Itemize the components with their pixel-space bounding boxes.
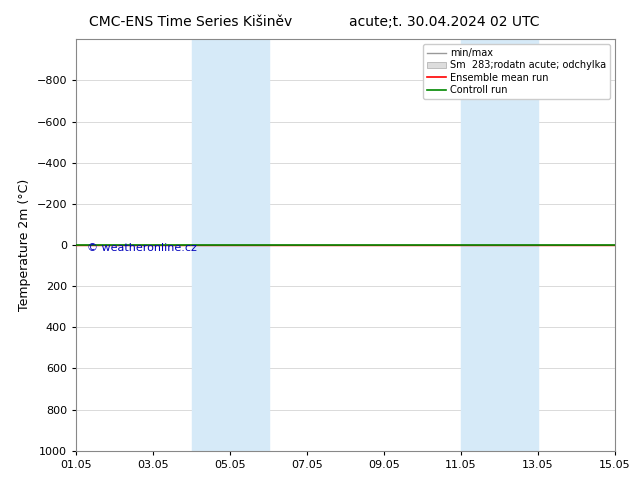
Y-axis label: Temperature 2m (°C): Temperature 2m (°C): [18, 179, 31, 311]
Text: © weatheronline.cz: © weatheronline.cz: [87, 243, 197, 253]
Bar: [191, 39, 269, 451]
Bar: [461, 39, 538, 451]
Legend: min/max, Sm  283;rodatn acute; odchylka, Ensemble mean run, Controll run: min/max, Sm 283;rodatn acute; odchylka, …: [423, 44, 610, 99]
Text: CMC-ENS Time Series Kišiněv: CMC-ENS Time Series Kišiněv: [89, 15, 292, 29]
Text: acute;t. 30.04.2024 02 UTC: acute;t. 30.04.2024 02 UTC: [349, 15, 539, 29]
